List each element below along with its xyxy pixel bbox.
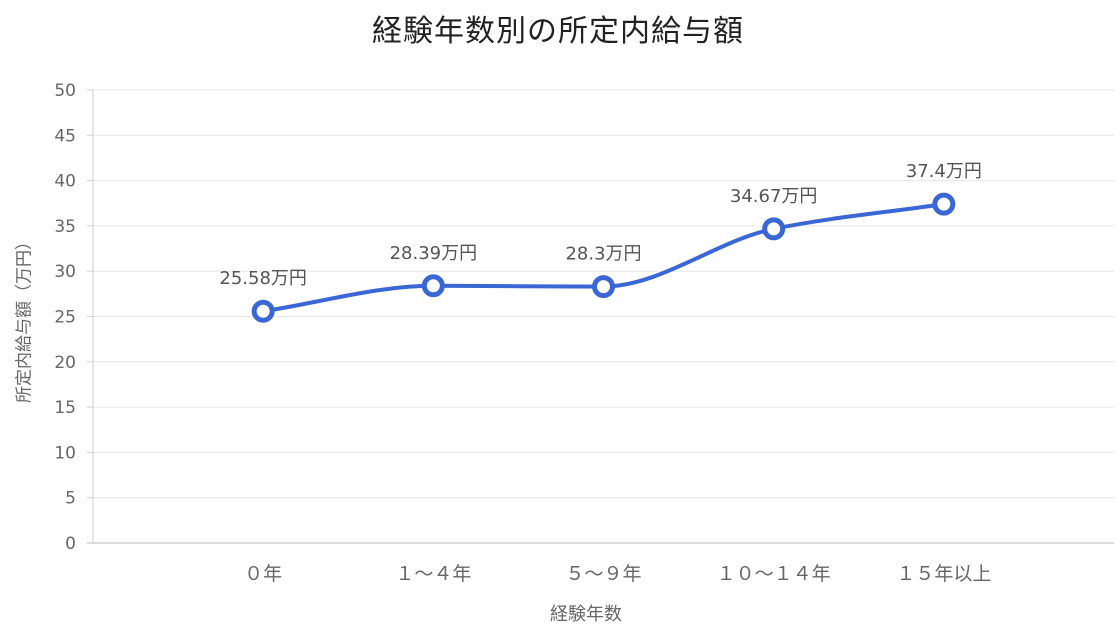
chart-title: 経験年数別の所定内給与額 xyxy=(372,14,744,49)
x-tick-label: １～４年 xyxy=(395,563,471,585)
x-tick-label: １０～１４年 xyxy=(717,563,831,585)
y-tick-label: 20 xyxy=(54,353,76,373)
data-point[interactable] xyxy=(592,275,615,299)
y-tick-label: 25 xyxy=(54,308,76,328)
y-tick-label: 50 xyxy=(54,81,76,101)
point-layer xyxy=(251,192,956,323)
data-point[interactable] xyxy=(762,217,786,241)
y-tick-label: 5 xyxy=(65,489,76,509)
x-tick-label: １５年以上 xyxy=(896,563,991,585)
y-tick-label: 35 xyxy=(54,217,76,237)
data-label: 25.58万円 xyxy=(219,268,307,289)
data-point[interactable] xyxy=(421,274,445,298)
x-tick-label: ０年 xyxy=(244,563,282,585)
data-label: 37.4万円 xyxy=(906,161,982,182)
y-tick-label: 10 xyxy=(54,443,76,463)
data-label: 34.67万円 xyxy=(730,186,818,207)
x-tick-label: ５～９年 xyxy=(565,563,641,585)
data-label-layer: 25.58万円 28.39万円 28.3万円 34.67万円 37.4万円 xyxy=(219,161,981,289)
y-tick-label: 40 xyxy=(54,172,76,192)
axis-layer xyxy=(87,89,1114,544)
y-tick-label: 0 xyxy=(65,534,76,554)
y-tick-labels: 0 5 10 15 20 25 30 35 40 45 50 xyxy=(54,81,76,554)
data-point[interactable] xyxy=(932,192,956,216)
grid-layer xyxy=(93,89,1114,499)
y-tick-label: 45 xyxy=(54,126,76,146)
x-axis-title: 経験年数 xyxy=(550,604,622,625)
data-label: 28.3万円 xyxy=(565,244,641,265)
y-tick-label: 15 xyxy=(54,398,76,418)
data-point[interactable] xyxy=(251,299,275,323)
x-tick-labels: ０年 １～４年 ５～９年 １０～１４年 １５年以上 xyxy=(244,563,991,585)
data-label: 28.39万円 xyxy=(390,243,478,264)
y-tick-label: 30 xyxy=(54,262,76,282)
